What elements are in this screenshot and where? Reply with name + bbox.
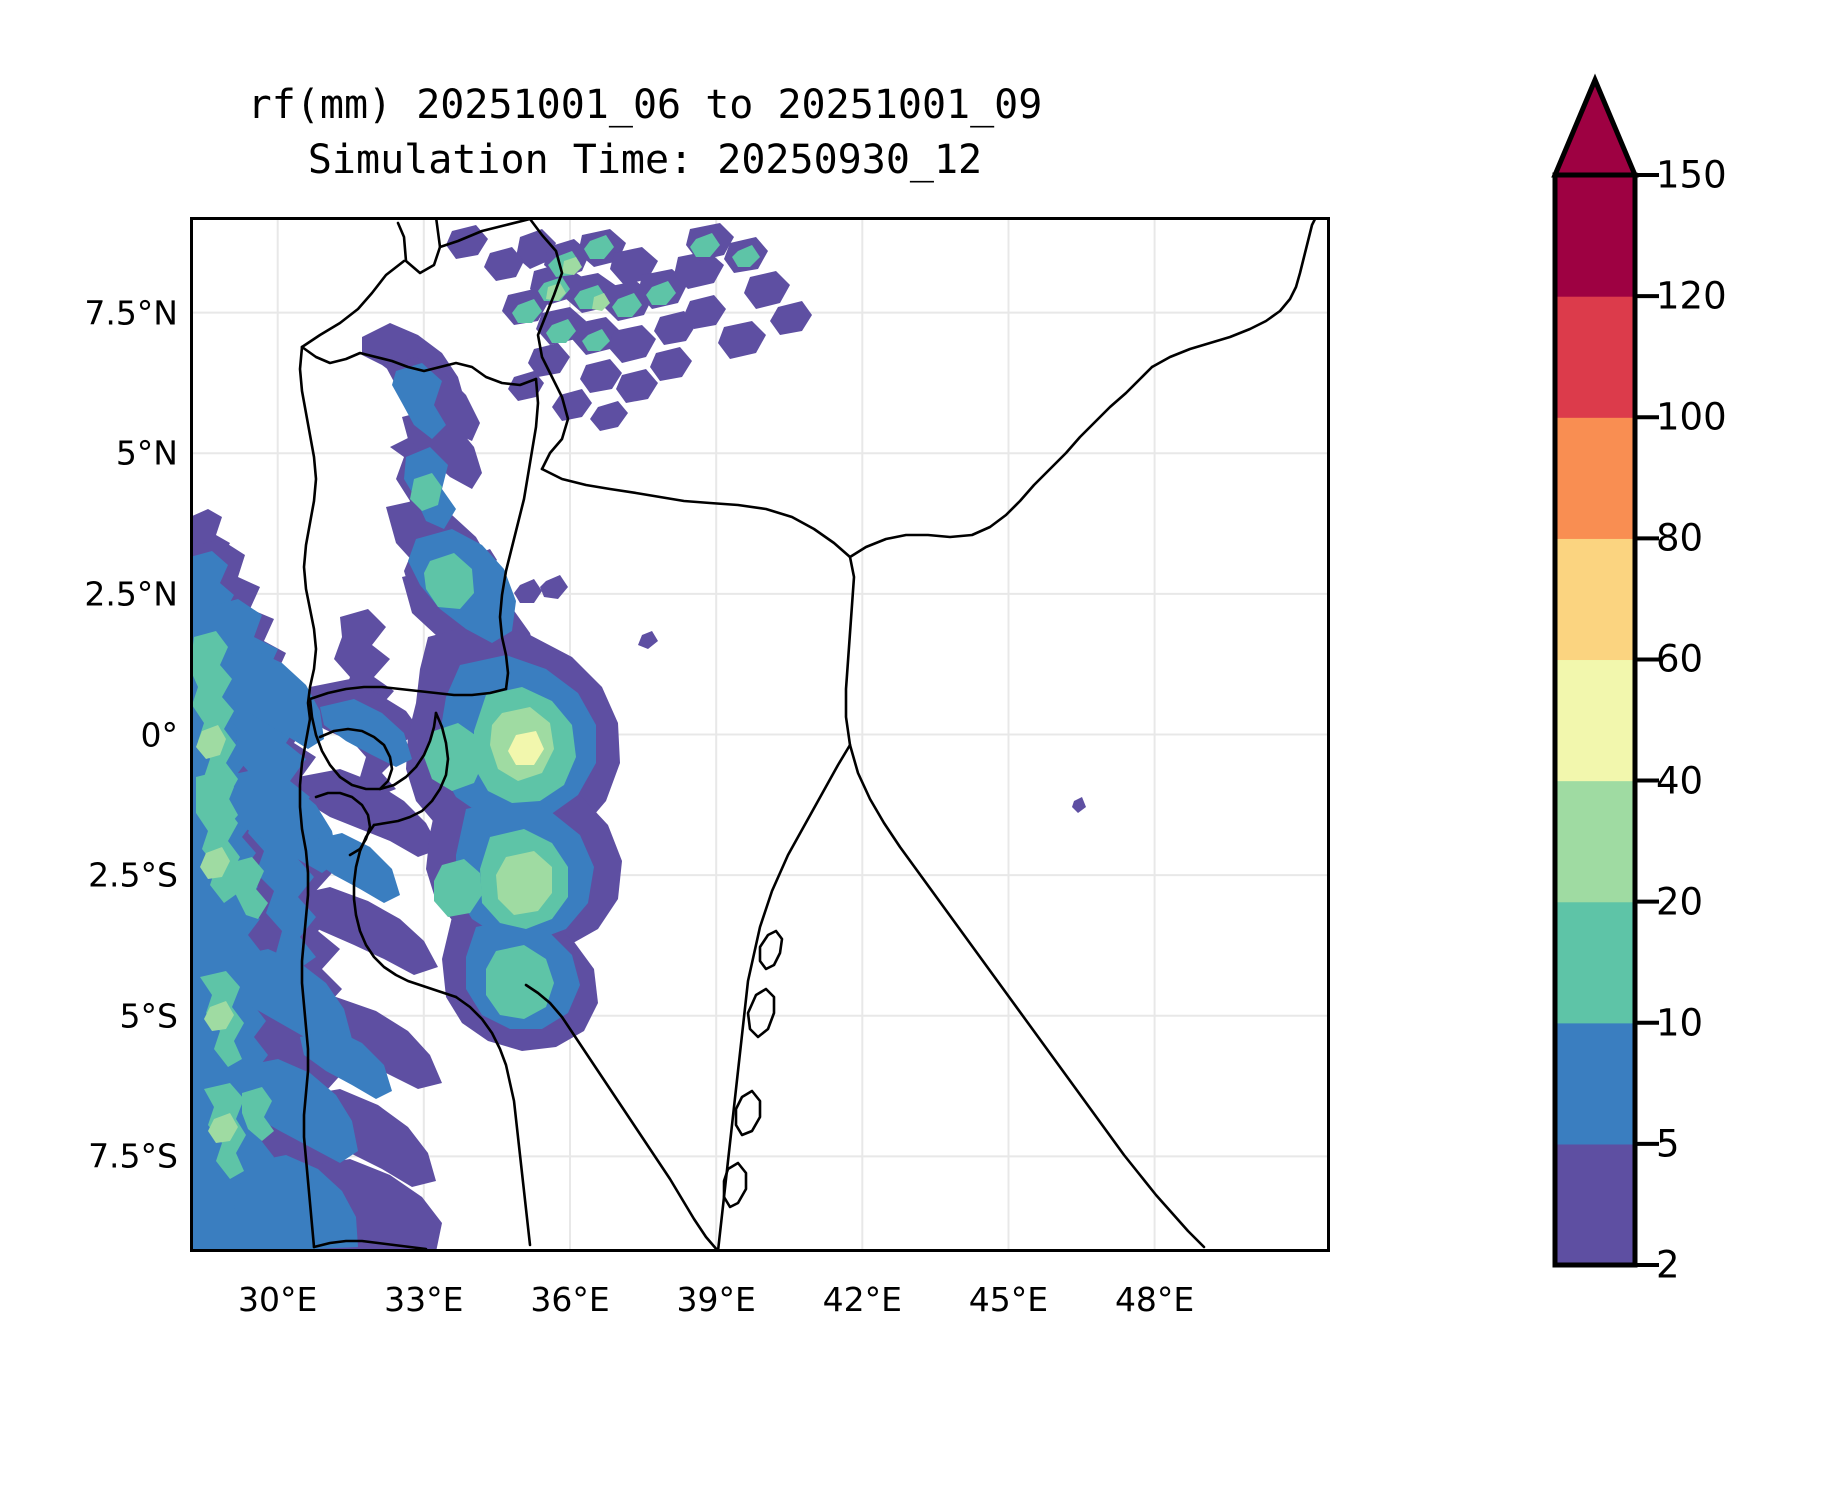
colorbar-tick-label: 80	[1656, 516, 1704, 560]
colorbar-band	[1555, 1022, 1635, 1145]
colorbar-band	[1555, 1143, 1635, 1266]
figure-title-line-1: rf(mm) 20251001_06 to 20251001_09	[247, 82, 1043, 128]
colorbar-tick-label: 120	[1656, 274, 1727, 318]
y-axis-tick-label: 0°	[140, 715, 179, 754]
figure-title: rf(mm) 20251001_06 to 20251001_09 Simula…	[0, 78, 1290, 188]
colorbar-tick-label: 2	[1656, 1243, 1680, 1287]
x-axis-tick-label: 42°E	[822, 1280, 902, 1319]
y-axis-tick-label: 5°N	[115, 433, 178, 473]
y-axis: 7.5°N 5°N 2.5°N 0° 2.5°S 5°S 7.5°S	[0, 0, 178, 1500]
colorbar-bands	[1551, 73, 1639, 1268]
colorbar-tick-label: 20	[1656, 880, 1704, 924]
colorbar-tick-label: 150	[1656, 153, 1727, 197]
colorbar-tickmarks	[1635, 173, 1659, 1267]
colorbar-tick-label: 60	[1656, 637, 1704, 681]
x-axis-tick-label: 33°E	[384, 1280, 464, 1319]
colorbar-band	[1555, 659, 1635, 782]
colorbar[interactable]	[1545, 40, 1833, 1300]
colorbar-tick-label: 100	[1656, 395, 1727, 439]
map-plot-area	[190, 217, 1330, 1252]
y-axis-tick-label: 5°S	[119, 996, 178, 1036]
y-axis-tick-label: 2.5°S	[88, 855, 178, 895]
colorbar-svg	[1551, 73, 1659, 1268]
colorbar-tick-label: 40	[1656, 759, 1704, 803]
y-axis-tick-label: 7.5°N	[84, 293, 178, 333]
country-borders	[298, 217, 1318, 1252]
colorbar-tick-label: 10	[1656, 1001, 1704, 1045]
colorbar-band	[1555, 296, 1635, 418]
map-svg	[190, 217, 1330, 1252]
map-content	[190, 217, 1330, 1252]
x-axis-tick-label: 36°E	[530, 1280, 610, 1319]
x-axis-tick-label: 45°E	[968, 1280, 1049, 1319]
colorbar-extend-arrow	[1551, 73, 1639, 178]
colorbar-band	[1555, 175, 1635, 297]
colorbar-band	[1555, 901, 1635, 1024]
colorbar-band	[1555, 417, 1635, 539]
figure-title-line-2: Simulation Time: 20250930_12	[307, 137, 983, 183]
precipitation-field	[190, 223, 1086, 1252]
y-axis-tick-label: 2.5°N	[84, 574, 178, 614]
colorbar-tick-label: 5	[1656, 1122, 1680, 1166]
x-axis-tick-label: 48°E	[1114, 1280, 1195, 1319]
precip-band-40-60mm	[508, 731, 544, 897]
colorbar-outline	[1552, 172, 1638, 1268]
colorbar-band	[1555, 538, 1635, 661]
x-axis-tick-label: 30°E	[238, 1280, 318, 1319]
x-axis-tick-label: 39°E	[676, 1280, 756, 1319]
colorbar-band	[1555, 780, 1635, 903]
y-axis-tick-label: 7.5°S	[88, 1136, 178, 1176]
